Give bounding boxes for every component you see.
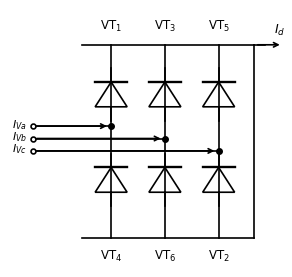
Text: $I_{Vc}$: $I_{Vc}$: [12, 143, 27, 157]
Text: $I_d$: $I_d$: [274, 23, 285, 38]
Text: $\mathrm{VT}_{2}$: $\mathrm{VT}_{2}$: [208, 249, 230, 264]
Text: $\mathrm{VT}_{6}$: $\mathrm{VT}_{6}$: [154, 249, 176, 264]
Text: $\mathrm{VT}_{3}$: $\mathrm{VT}_{3}$: [154, 19, 176, 34]
Text: $\mathrm{VT}_{1}$: $\mathrm{VT}_{1}$: [100, 19, 122, 34]
Text: $\mathrm{VT}_{5}$: $\mathrm{VT}_{5}$: [208, 19, 230, 34]
Text: $I_{Va}$: $I_{Va}$: [12, 118, 27, 132]
Text: $\mathrm{VT}_{4}$: $\mathrm{VT}_{4}$: [100, 249, 122, 264]
Text: $I_{Vb}$: $I_{Vb}$: [12, 130, 27, 144]
